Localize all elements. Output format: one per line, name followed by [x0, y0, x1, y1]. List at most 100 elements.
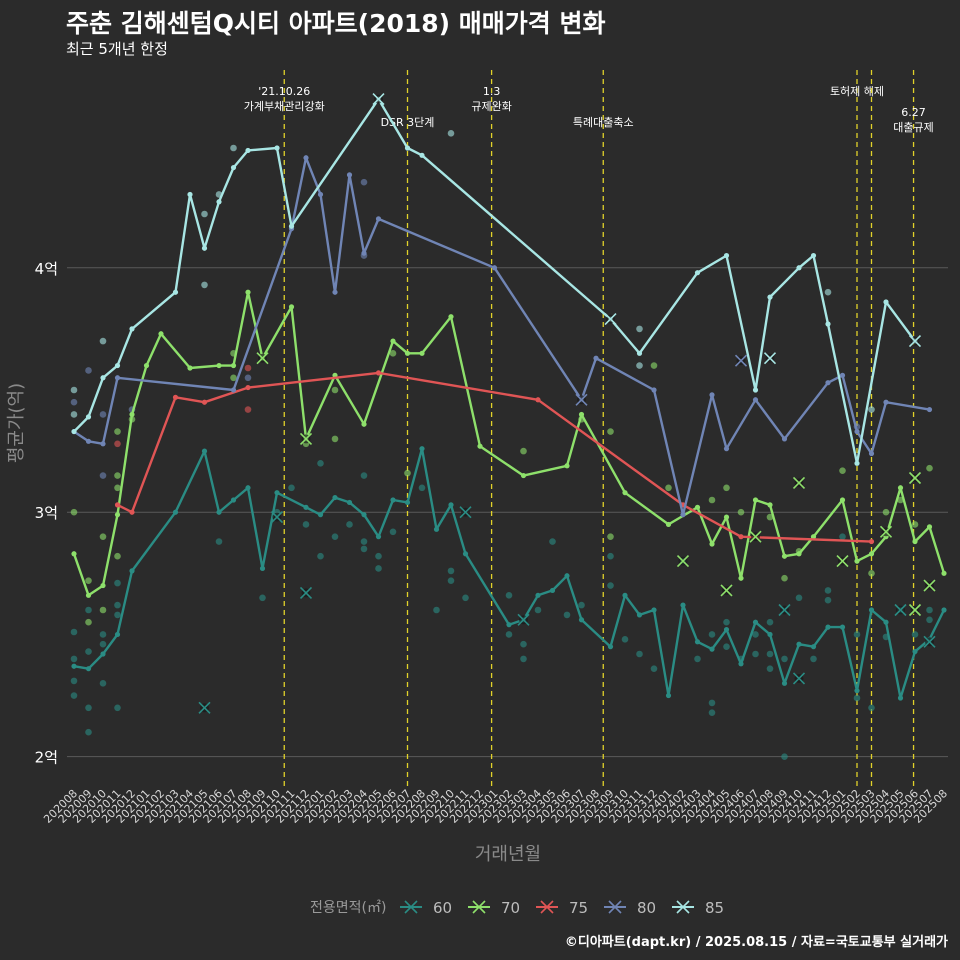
scatter-point	[70, 655, 78, 663]
scatter-point	[621, 636, 629, 643]
series-vertex	[680, 602, 686, 608]
series-vertex	[230, 362, 237, 369]
cross-marker	[734, 354, 748, 367]
series-vertex	[810, 534, 817, 540]
cross-marker	[299, 432, 313, 445]
series-vertex	[781, 553, 788, 559]
scatter-point	[70, 628, 78, 636]
series-vertex	[419, 446, 425, 452]
cross-marker-x	[459, 506, 472, 519]
series-vertex	[665, 692, 672, 699]
series-vertex	[433, 526, 440, 532]
series-vertex	[752, 397, 759, 403]
series-vertex	[752, 497, 759, 503]
scatter-point	[766, 650, 774, 658]
scatter-point	[665, 484, 672, 492]
series-vertex	[216, 509, 222, 515]
series-vertex	[317, 191, 324, 198]
scatter-point	[520, 640, 527, 648]
scatter-point	[650, 665, 658, 672]
series-vertex	[535, 592, 541, 598]
event-label: '21.10.26	[258, 85, 310, 98]
scatter-point	[85, 367, 92, 374]
series-vertex	[216, 199, 222, 205]
legend-key-cross	[472, 900, 486, 914]
series-vertex	[723, 626, 730, 633]
series-vertex	[303, 504, 309, 510]
legend-layer: 전용면적(㎡) 60 70 75 80 85	[310, 899, 724, 917]
series-vertex	[114, 631, 121, 638]
cross-marker-x	[604, 313, 617, 326]
scatter-point	[824, 288, 832, 296]
scatter-point	[244, 364, 252, 372]
cross-marker-x	[198, 701, 211, 714]
event-label: 1.3	[483, 85, 501, 98]
scatter-point	[694, 655, 701, 663]
cross-marker-x	[836, 555, 849, 568]
cross-marker-x	[270, 511, 284, 524]
series-vertex	[71, 551, 77, 557]
series-vertex	[375, 534, 382, 540]
cross-marker	[763, 352, 777, 365]
cross-marker	[299, 586, 313, 599]
y-tick-label: 4억	[35, 260, 58, 278]
series-vertex	[85, 666, 92, 672]
series-vertex	[709, 392, 715, 398]
series-vertex	[781, 680, 788, 686]
legend-item-70: 70	[468, 899, 520, 917]
event-label: 토허제 해제	[830, 84, 884, 98]
series-vertex	[912, 538, 918, 545]
scatter-point	[433, 606, 440, 614]
series-vertex	[390, 497, 396, 503]
scatter-point	[99, 472, 107, 479]
scatter-point	[708, 631, 716, 638]
grid-layer	[67, 267, 948, 758]
series-vertex	[723, 446, 730, 452]
scatter-point	[331, 533, 339, 540]
scatter-point	[839, 467, 846, 474]
series-vertex	[578, 617, 585, 623]
series-vertex	[491, 265, 498, 271]
series-vertex	[694, 270, 701, 276]
chart-subtitle: 최근 5개년 한정	[66, 40, 168, 58]
scatter-point	[795, 594, 803, 602]
scatter-point	[114, 428, 121, 435]
series-vertex	[941, 570, 947, 576]
scatter-point	[708, 709, 716, 716]
series-vertex	[810, 252, 817, 259]
cross-marker-x	[923, 635, 936, 648]
scatter-point	[114, 611, 121, 619]
cross-marker	[879, 525, 893, 538]
series-vertex	[868, 538, 875, 545]
series-vertex	[361, 512, 367, 518]
series-vertex	[868, 551, 875, 557]
scatter-point	[636, 362, 643, 369]
series-line-75	[116, 371, 872, 543]
series-vertex	[883, 619, 889, 625]
series-vertex	[839, 372, 846, 378]
scatter-point	[853, 631, 861, 638]
series-vertex	[636, 350, 643, 356]
cross-marker	[604, 313, 617, 326]
scatter-point	[708, 496, 716, 504]
series-vertex	[723, 514, 730, 520]
series-vertex	[448, 502, 454, 508]
series-vertex	[926, 406, 933, 413]
cross-marker-x	[879, 525, 893, 538]
series-vertex	[172, 394, 179, 400]
cross-marker-x	[676, 555, 690, 568]
cross-marker-x	[792, 476, 806, 489]
scatter-point	[360, 472, 368, 479]
cross-marker	[908, 471, 922, 485]
scatter-point	[230, 144, 237, 152]
series-vertex	[187, 365, 193, 371]
y-tick-label: 2억	[35, 749, 58, 767]
scatter-point	[99, 606, 107, 614]
cross-marker-x	[734, 354, 748, 367]
scatter-point	[70, 386, 78, 394]
series-vertex	[100, 651, 106, 657]
series-vertex	[375, 370, 382, 376]
series-vertex	[448, 314, 454, 320]
legend-key-cross	[540, 900, 554, 914]
series-vertex	[738, 661, 744, 667]
